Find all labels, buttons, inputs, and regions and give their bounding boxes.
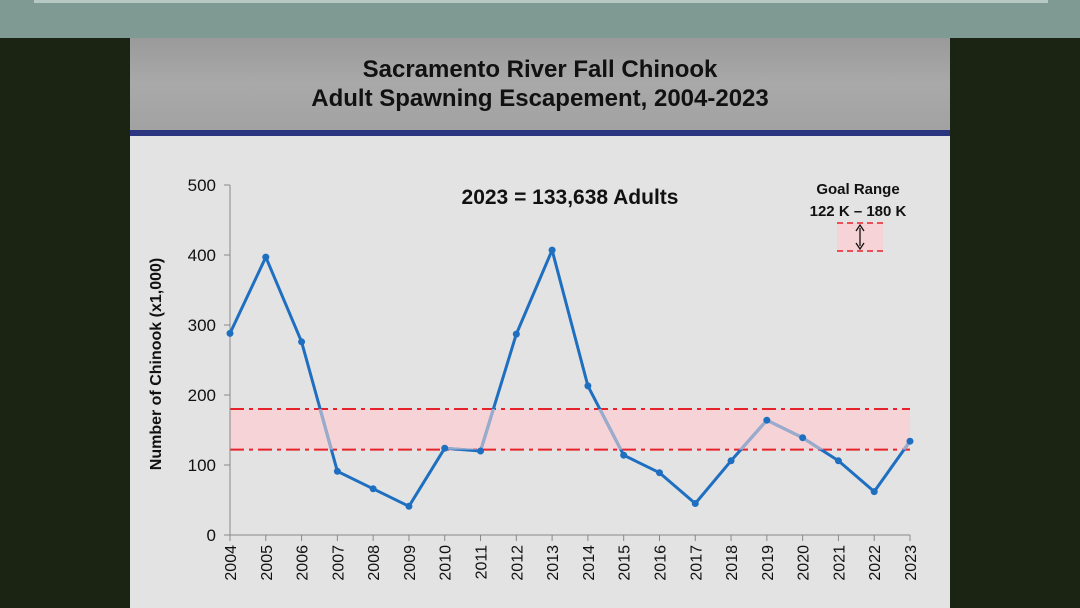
data-point [262,253,270,261]
goal-range-label: Goal Range [816,181,899,198]
data-point [727,457,735,465]
top-band-strip [34,0,1048,3]
x-tick-label: 2008 [366,545,383,581]
data-point [799,434,807,442]
x-tick-label: 2013 [545,545,562,581]
data-point [620,451,628,459]
top-band [0,0,1080,38]
data-point [441,444,449,452]
series-line-segment [836,459,876,494]
chart-title-line-1: Sacramento River Fall Chinook [362,56,718,83]
data-point [333,467,341,475]
title-bar: Sacramento River Fall Chinook Adult Spaw… [130,38,950,130]
series-line-segment [335,469,375,491]
series-line-segment-in-band [738,418,769,450]
x-ticks-group: 2004 2005 2006 2007 2008 2009 2010 2011 2012 2013… [223,535,920,581]
x-tick-label: 2016 [652,545,669,581]
data-point [763,416,771,424]
x-tick-label: 2009 [402,545,419,581]
series-line-segment-in-band [801,436,824,450]
headline-annotation: 2023 = 133,638 Adults [462,186,679,209]
axes-group [229,185,910,536]
data-point [584,382,592,390]
series-line-segment [300,340,339,473]
x-tick-label: 2012 [509,545,526,581]
y-ticks-group: 0 100 200 300 400 500 [188,176,230,545]
y-tick-label: 200 [188,386,216,405]
x-tick-label: 2010 [438,545,455,581]
y-tick-label: 100 [188,456,216,475]
goal-legend-swatch [837,222,883,252]
chart-title-line-2: Adult Spawning Escapement, 2004-2023 [311,85,769,112]
y-tick-label: 0 [207,526,216,545]
data-point [548,246,556,254]
series-group [226,246,914,510]
series-line-segment [550,248,590,388]
legend-arrow-down-icon [855,242,865,251]
data-point [906,437,914,445]
series-line-segment [264,255,304,344]
series-line-segment [407,446,447,508]
y-axis-label: Number of Chinook (x1,000) [148,258,165,470]
series-line-segment [693,459,733,505]
data-point [691,500,699,507]
series-line-segment [514,248,554,336]
data-point [512,330,520,338]
x-tick-label: 2007 [330,545,347,581]
x-tick-label: 2019 [760,545,777,581]
x-tick-label: 2015 [617,545,634,581]
data-point [298,338,306,346]
data-point [226,329,234,337]
data-point [369,485,377,493]
series-in-band-overlay [318,409,910,450]
y-tick-label: 500 [188,176,216,195]
series-line-segment [622,453,661,475]
data-point [477,447,485,455]
slide: Sacramento River Fall Chinook Adult Spaw… [130,38,950,608]
title-underline [130,130,950,136]
x-tick-label: 2021 [831,545,848,581]
series-line-segment [228,255,268,335]
series-line-segment [657,471,697,505]
x-tick-label: 2004 [223,545,240,581]
series-line-segment-in-band [598,409,623,450]
series-line-segment [371,487,411,508]
goal-range-values: 122 K – 180 K [810,203,907,220]
data-point [405,502,413,510]
data-point [655,469,663,477]
x-tick-label: 2022 [867,545,884,581]
series-line-segment-in-band [765,418,805,440]
goal-range-band-group [230,408,910,451]
data-point [870,488,878,496]
x-tick-label: 2017 [688,545,705,581]
data-point [834,457,842,465]
x-tick-label: 2023 [903,545,920,581]
x-tick-label: 2014 [581,545,598,581]
x-tick-label: 2005 [259,545,276,581]
legend-arrow-up-icon [855,223,865,232]
y-tick-label: 400 [188,246,216,265]
series-line-segment-in-band [479,409,495,450]
goal-range-fill [230,409,910,450]
x-tick-label: 2018 [724,545,741,581]
series-line-segment-in-band [443,446,482,450]
x-tick-label: 2020 [796,545,813,581]
x-tick-label: 2006 [295,545,312,581]
x-tick-label: 2011 [474,545,491,580]
y-tick-label: 300 [188,316,216,335]
